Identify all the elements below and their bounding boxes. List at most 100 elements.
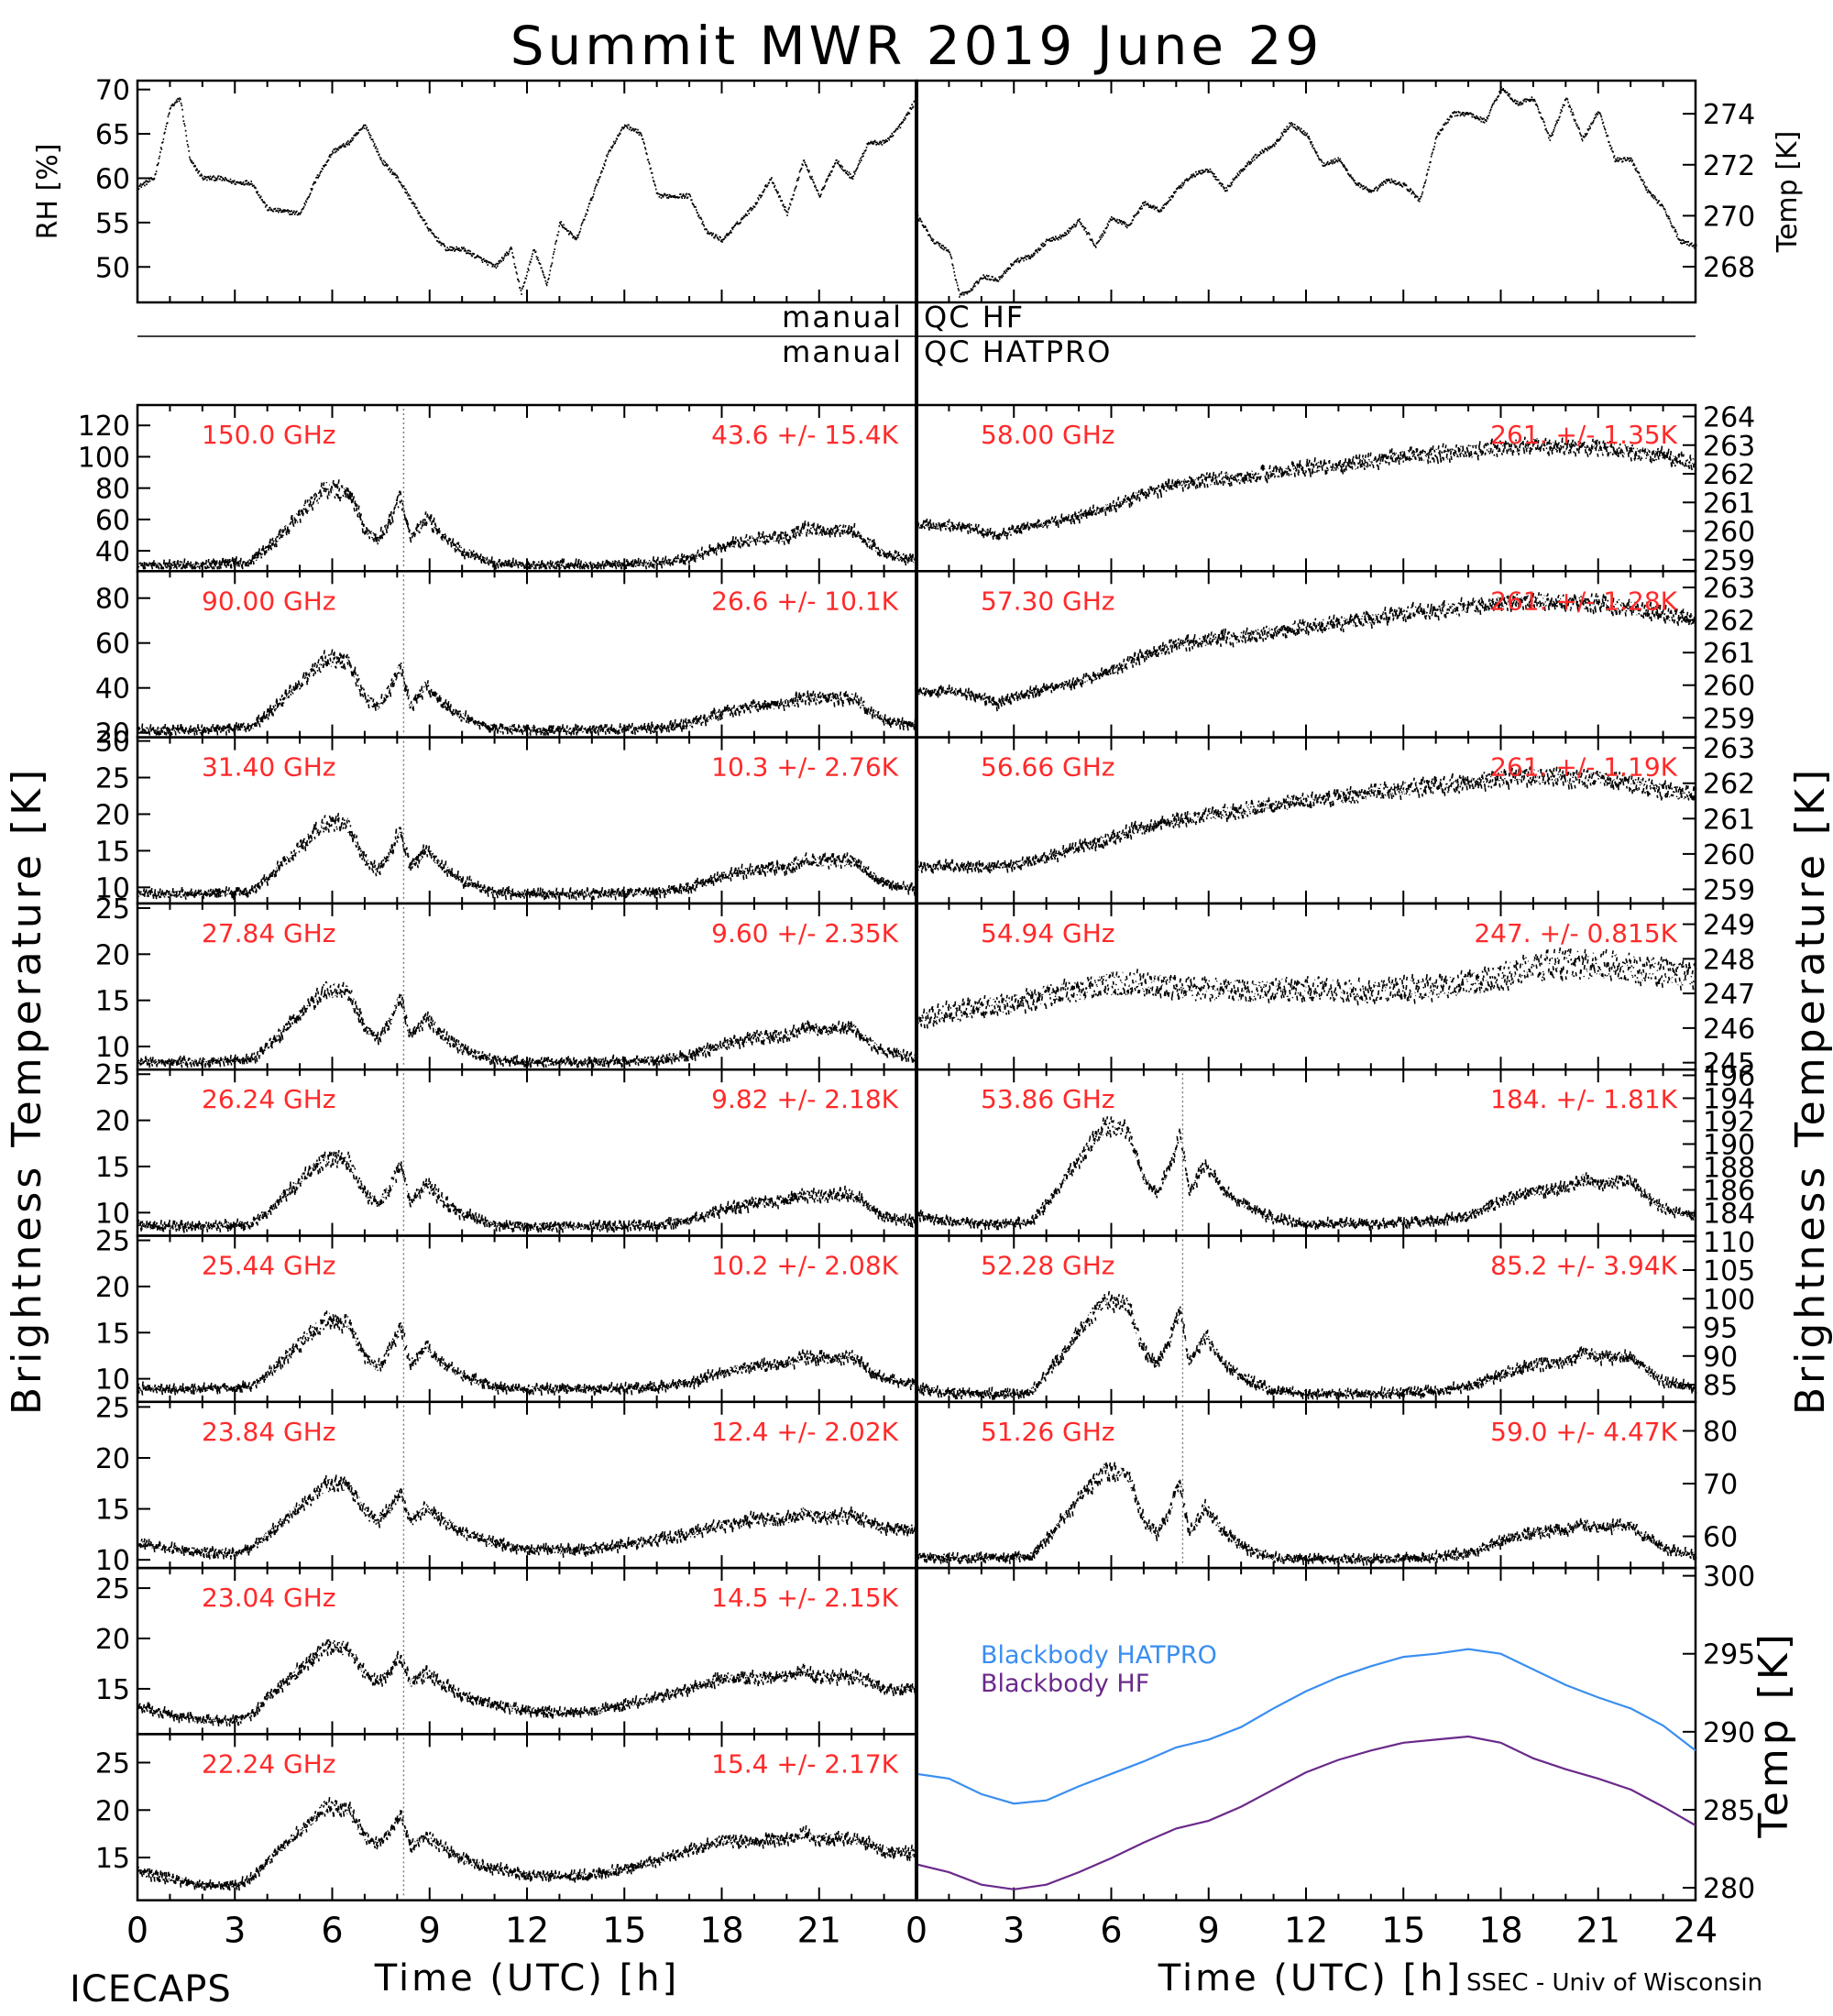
- y-tick-label: 20: [95, 1106, 130, 1138]
- series-b2224: [137, 1797, 918, 1891]
- series-temp: [916, 86, 1697, 298]
- y-tick-label: 268: [1703, 252, 1755, 284]
- series-b5800: [916, 436, 1697, 541]
- channel-label: 25.44 GHz: [202, 1251, 336, 1281]
- series-b3140: [137, 812, 918, 902]
- y-axis-title-right: Brightness Temperature [K]: [1787, 766, 1833, 1415]
- y-tick-label: 263: [1703, 573, 1755, 605]
- x-tick-label: 21: [797, 1911, 841, 1951]
- y-tick-label: 246: [1703, 1013, 1755, 1046]
- y-tick-label: 20: [95, 718, 130, 751]
- x-tick-label: 0: [906, 1911, 927, 1951]
- y-tick-label: 295: [1703, 1639, 1755, 1671]
- y-tick-label: 15: [95, 1674, 130, 1706]
- qc-hf-left: manual: [782, 300, 903, 334]
- series-rh: [137, 96, 918, 295]
- y-tick-label: 55: [95, 208, 130, 240]
- y-tick-label: 25: [95, 1226, 130, 1258]
- x-tick-label: 0: [126, 1911, 148, 1951]
- legend-hf: Blackbody HF: [981, 1670, 1149, 1698]
- channel-label: 58.00 GHz: [981, 420, 1115, 450]
- y-tick-label: 20: [95, 1272, 130, 1304]
- y-tick-label: 188: [1703, 1152, 1755, 1184]
- channel-label: 56.66 GHz: [981, 752, 1115, 783]
- y-tick-label: 120: [78, 411, 130, 443]
- channel-label: 22.24 GHz: [202, 1748, 336, 1779]
- y-tick-label: 70: [95, 75, 130, 107]
- x-axis-title-left: Time (UTC) [h]: [374, 1957, 679, 2000]
- channel-label: 90.00 GHz: [202, 586, 336, 616]
- figure-title: Summit MWR 2019 June 29: [510, 15, 1323, 77]
- y-tick-label: 245: [1703, 1048, 1755, 1080]
- legend-hatpro: Blackbody HATPRO: [981, 1641, 1217, 1670]
- x-tick-label: 18: [1478, 1911, 1522, 1951]
- channel-stat: 59.0 +/- 4.47K: [1490, 1417, 1677, 1447]
- series-b5126: [916, 1462, 1697, 1566]
- y-tick-label: 60: [1703, 1522, 1738, 1554]
- y-axis-title-blackbody: Temp [K]: [1751, 1630, 1797, 1838]
- y-tick-label: 80: [95, 474, 130, 506]
- y-tick-label: 70: [1703, 1469, 1738, 1501]
- channel-stat: 14.5 +/- 2.15K: [711, 1583, 898, 1613]
- y-tick-label: 80: [95, 584, 130, 616]
- y-tick-label: 262: [1703, 769, 1755, 801]
- panel-temp: [915, 79, 1697, 304]
- channel-label: 150.0 GHz: [202, 420, 336, 450]
- y-tick-label: 260: [1703, 517, 1755, 549]
- channel-stat: 9.82 +/- 2.18K: [711, 1084, 898, 1114]
- series-b2304: [137, 1638, 918, 1727]
- channel-stat: 261. +/- 1.28K: [1490, 586, 1677, 616]
- y-tick-label: 110: [1703, 1227, 1755, 1259]
- y-tick-label: 30: [95, 727, 130, 759]
- x-tick-label: 15: [1381, 1911, 1425, 1951]
- x-tick-label: 12: [1284, 1911, 1328, 1951]
- y-tick-label: 247: [1703, 979, 1755, 1011]
- y-tick-label: 274: [1703, 99, 1755, 131]
- y-tick-label: 259: [1703, 545, 1755, 577]
- x-tick-label: 3: [224, 1911, 246, 1951]
- y-tick-label: 100: [78, 442, 130, 474]
- y-tick-label: 261: [1703, 488, 1755, 520]
- series-b5228: [916, 1290, 1697, 1400]
- x-tick-label: 21: [1576, 1911, 1620, 1951]
- x-tick-label: 6: [321, 1911, 343, 1951]
- y-tick-label: 100: [1703, 1284, 1755, 1316]
- y-axis-title-rh: RH [%]: [32, 144, 64, 240]
- y-tick-label: 263: [1703, 733, 1755, 765]
- y-tick-label: 10: [95, 1198, 130, 1230]
- y-tick-label: 25: [95, 1573, 130, 1605]
- data-layer: [137, 86, 1697, 1897]
- x-tick-label: 15: [602, 1911, 646, 1951]
- series-b2784: [137, 981, 918, 1068]
- y-tick-label: 85: [1703, 1370, 1738, 1402]
- y-tick-label: 259: [1703, 703, 1755, 735]
- x-tick-label: 24: [1674, 1911, 1718, 1951]
- y-tick-label: 90: [1703, 1342, 1738, 1374]
- series-b150: [137, 479, 918, 570]
- channel-label: 57.30 GHz: [981, 586, 1115, 616]
- channel-stat: 9.60 +/- 2.35K: [711, 918, 898, 948]
- channel-label: 27.84 GHz: [202, 918, 336, 948]
- y-tick-label: 186: [1703, 1175, 1755, 1207]
- y-tick-label: 262: [1703, 606, 1755, 638]
- y-tick-label: 10: [95, 1364, 130, 1397]
- y-axis-title-temp: Temp [K]: [1772, 131, 1804, 254]
- y-tick-label: 20: [95, 939, 130, 971]
- y-tick-label: 194: [1703, 1083, 1755, 1115]
- qc-hatpro-right: QC HATPRO: [924, 334, 1112, 369]
- panel-rh: [136, 79, 918, 304]
- channel-label: 23.04 GHz: [202, 1583, 336, 1613]
- footer-ssec: SSEC - Univ of Wisconsin: [1466, 1969, 1762, 1997]
- series-b90: [137, 649, 918, 736]
- panel-blackbody: [915, 1566, 1697, 1901]
- qc-hf-right: QC HF: [924, 300, 1025, 334]
- channel-label: 52.28 GHz: [981, 1251, 1115, 1281]
- y-tick-label: 260: [1703, 671, 1755, 703]
- y-tick-label: 105: [1703, 1255, 1755, 1287]
- series-blackbody-hatpro: [916, 1648, 1696, 1805]
- qc-hatpro-left: manual: [782, 334, 903, 369]
- y-tick-label: 272: [1703, 150, 1755, 182]
- channel-stat: 43.6 +/- 15.4K: [711, 420, 898, 450]
